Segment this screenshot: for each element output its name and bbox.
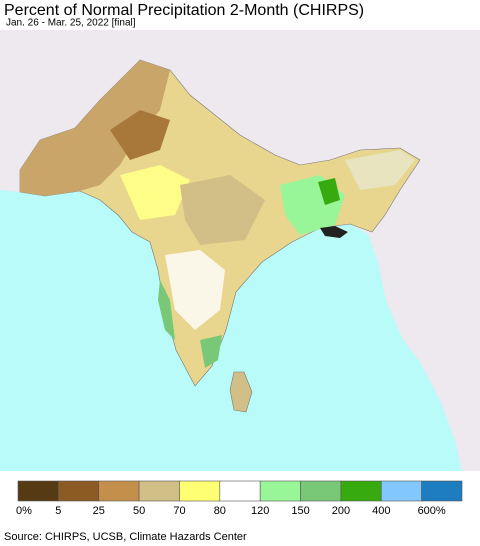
subtitle: Jan. 26 - Mar. 25, 2022 [final] [6, 18, 136, 29]
legend-label: 200 [332, 505, 350, 517]
legend-swatch [179, 480, 221, 502]
legend-swatch [219, 480, 261, 502]
legend-label: 150 [291, 505, 309, 517]
region-dry [20, 60, 170, 196]
legend-label: 0% [16, 505, 32, 517]
legend-label: 600% [418, 505, 446, 517]
region-below [180, 175, 265, 245]
legend-swatch [300, 480, 342, 502]
legend-swatch [340, 480, 382, 502]
delta [320, 226, 348, 238]
region-near [120, 165, 190, 220]
legend-swatch [138, 480, 180, 502]
legend-label: 400 [372, 505, 390, 517]
region-very-dry [110, 110, 170, 160]
region-normal [165, 250, 225, 330]
legend-label: 50 [133, 505, 145, 517]
legend-swatch [17, 480, 59, 502]
region-wet-coast [158, 280, 175, 340]
region-wet-south [200, 335, 222, 368]
legend-label: 120 [251, 505, 269, 517]
legend-swatch [380, 480, 422, 502]
region-very-wet [318, 178, 340, 205]
legend-swatch [98, 480, 140, 502]
legend-label: 5 [55, 505, 61, 517]
sri-lanka [229, 371, 253, 413]
region-northeast [345, 150, 415, 190]
legend-swatch [58, 480, 100, 502]
ocean [0, 190, 462, 471]
legend-label: 80 [214, 505, 226, 517]
legend-swatch [259, 480, 301, 502]
title: Percent of Normal Precipitation 2-Month … [4, 2, 364, 19]
legend: 0% 5 25 50 70 80 120 150 200 400 600% [16, 480, 463, 517]
legend-label: 25 [93, 505, 105, 517]
legend-swatch [421, 480, 463, 502]
map [0, 30, 480, 471]
legend-label: 70 [173, 505, 185, 517]
source: Source: CHIRPS, UCSB, Climate Hazards Ce… [4, 531, 247, 543]
